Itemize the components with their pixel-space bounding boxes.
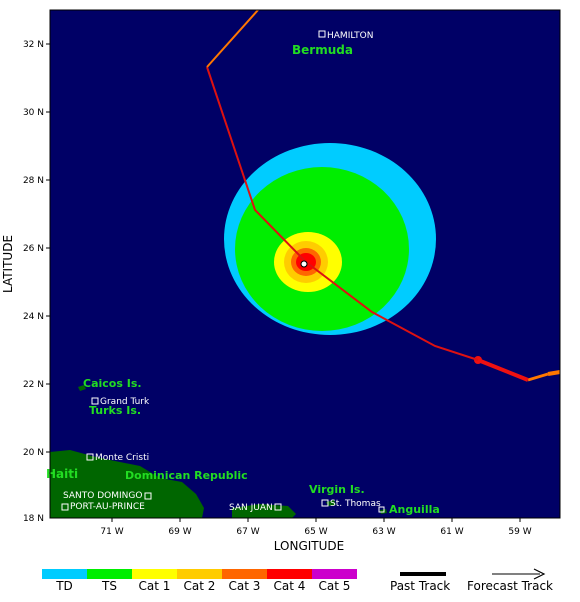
legend-label-cat2: Cat 2: [183, 579, 216, 593]
x-tick-label: 67 W: [236, 527, 259, 537]
x-tick-label: 69 W: [168, 527, 191, 537]
y-tick-label: 18 N: [23, 514, 44, 524]
y-tick-label: 32 N: [23, 40, 44, 50]
san-juan-marker: [274, 503, 282, 511]
monte-cristi-label: Monte Cristi: [95, 453, 149, 463]
x-tick-label: 63 W: [372, 527, 395, 537]
legend-label-cat3: Cat 3: [228, 579, 261, 593]
legend-swatch-cat3: [222, 569, 267, 579]
y-tick-label: 22 N: [23, 380, 44, 390]
map-frame: [49, 9, 561, 519]
port-au-prince-label: PORT-AU-PRINCE: [70, 502, 145, 512]
turks-label: Turks Is.: [89, 404, 141, 417]
y-tick-label: 30 N: [23, 108, 44, 118]
y-tick-label: 20 N: [23, 448, 44, 458]
y-axis: 32 N 30 N 28 N 26 N 24 N 22 N 20 N 18 N …: [1, 40, 50, 524]
st-thomas-label: St. Thomas: [330, 499, 381, 509]
legend-swatch-td: [42, 569, 87, 579]
y-axis-title: LATITUDE: [1, 235, 15, 293]
anguilla-label: Anguilla: [389, 503, 440, 516]
x-tick-label: 59 W: [508, 527, 531, 537]
past-track-recent: [527, 372, 549, 382]
legend-label-cat1: Cat 1: [138, 579, 171, 593]
x-tick-label: 65 W: [304, 527, 327, 537]
past-track-line: [477, 358, 529, 382]
bermuda-label: Bermuda: [292, 43, 353, 57]
san-juan-label: SAN JUAN: [229, 503, 273, 513]
x-axis: 71 W 69 W 67 W 65 W 63 W 61 W 59 W LONGI…: [100, 518, 532, 553]
st-thomas-marker: [321, 499, 329, 507]
legend: TD TS Cat 1 Cat 2 Cat 3 Cat 4 Cat 5 Past…: [0, 567, 580, 602]
santo-domingo-marker: [144, 492, 152, 500]
forecast-track-extended: [206, 9, 259, 68]
x-tick-label: 61 W: [440, 527, 463, 537]
past-track-icon: [400, 572, 446, 576]
haiti-label: Haiti: [46, 467, 78, 481]
storm-map: HAMILTON Bermuda Caicos Is. Grand Turk T…: [1, 9, 561, 553]
forecast-track-line: [206, 66, 479, 361]
forecast-track-label: Forecast Track: [467, 579, 553, 593]
legend-swatch-cat2: [177, 569, 222, 579]
y-tick-label: 24 N: [23, 312, 44, 322]
past-track-older: [547, 370, 561, 376]
hamilton-label: HAMILTON: [327, 31, 373, 41]
legend-label-cat5: Cat 5: [318, 579, 351, 593]
puerto-rico-land: [232, 504, 296, 518]
legend-swatch-cat4: [267, 569, 312, 579]
virgin-islands-label: Virgin Is.: [309, 483, 365, 496]
x-axis-title: LONGITUDE: [274, 539, 344, 553]
storm-track: [206, 9, 561, 382]
wind-swath: [224, 143, 436, 335]
x-tick-label: 71 W: [100, 527, 123, 537]
legend-label-td: TD: [56, 579, 73, 593]
caicos-label: Caicos Is.: [83, 377, 142, 390]
hamilton-marker: [318, 30, 326, 38]
legend-swatch-ts: [87, 569, 132, 579]
legend-label-ts: TS: [102, 579, 117, 593]
anguilla-marker: [378, 506, 385, 513]
past-track-label: Past Track: [390, 579, 451, 593]
caicos-islands-land: [78, 385, 86, 391]
land-masses: [50, 385, 387, 518]
santo-domingo-label: SANTO DOMINGO: [63, 491, 142, 501]
port-au-prince-marker: [61, 503, 69, 511]
legend-swatch-cat5: [312, 569, 357, 579]
place-labels: HAMILTON Bermuda Caicos Is. Grand Turk T…: [46, 30, 440, 516]
forecast-track-arrow-icon: [492, 568, 546, 580]
grand-turk-label: Grand Turk: [100, 397, 150, 407]
hispaniola-land: [50, 450, 204, 518]
storm-center-marker: [300, 260, 308, 268]
grand-turk-marker: [91, 397, 99, 405]
y-tick-label: 26 N: [23, 244, 44, 254]
monte-cristi-marker: [86, 453, 94, 461]
legend-swatch-cat1: [132, 569, 177, 579]
y-tick-label: 28 N: [23, 176, 44, 186]
dominican-republic-label: Dominican Republic: [125, 469, 248, 482]
legend-label-cat4: Cat 4: [273, 579, 306, 593]
